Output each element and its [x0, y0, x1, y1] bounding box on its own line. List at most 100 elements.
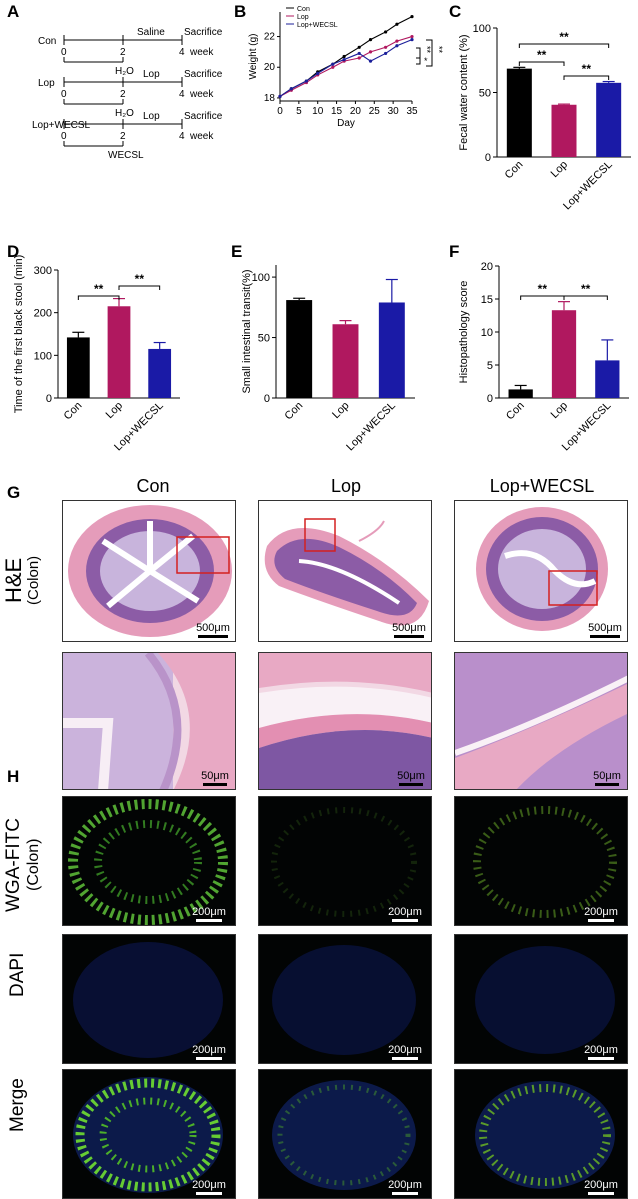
bar	[506, 68, 532, 157]
y-tick-label: 200	[34, 308, 52, 320]
timeline-lop-wecsl: Lop+WECSL Lop Sacrifice 0 2 4 week WECSL	[32, 111, 223, 161]
timeline-group-name: Con	[38, 36, 56, 47]
significance-label: **	[422, 46, 432, 54]
scale-bar: 200μm	[581, 1179, 621, 1195]
x-tick-label: Lop	[330, 400, 351, 421]
significance-bracket	[118, 285, 161, 290]
data-point	[384, 30, 388, 34]
he-zoom-con-image	[63, 653, 235, 789]
bar	[508, 389, 533, 398]
y-tick-label: 18	[264, 93, 276, 104]
timeline-water: H₂O	[115, 108, 134, 119]
scale-bar: 200μm	[385, 1044, 425, 1060]
merge-lop: 200μm	[258, 1069, 432, 1199]
y-tick-label: 0	[485, 152, 491, 164]
data-point	[368, 50, 373, 54]
data-point	[395, 22, 399, 26]
he-section-lop-image	[264, 518, 429, 626]
x-tick-label: Con	[503, 159, 526, 182]
timeline-treatment: Lop	[143, 111, 160, 122]
chart-body-weight: 0 5 10 15 20 25 30 35 18 20 22 Day Weight (g) ConLopL…	[248, 6, 444, 129]
bar	[551, 310, 577, 398]
y-tick-label: 10	[481, 327, 493, 339]
tick: 2	[120, 47, 126, 58]
panel-label-g: G	[7, 483, 21, 502]
x-tick-label: Con	[504, 400, 527, 423]
y-tick-label: 50	[258, 333, 270, 345]
x-tick-label: Con	[62, 400, 85, 423]
data-point	[357, 45, 361, 49]
timeline-lop: Lop Lop Sacrifice 0 2 4 week H₂O	[38, 69, 223, 119]
y-tick-label: 0	[487, 393, 493, 405]
he-zoom-con: 50μm	[62, 652, 236, 790]
he-section-lop-wecsl-image	[476, 507, 608, 631]
panel-a-timeline: Con Saline Sacrifice 0 2 4 week H₂O Lop …	[32, 27, 223, 161]
scale-bar: 500μm	[195, 622, 231, 638]
significance-label: **	[537, 48, 547, 62]
dapi-lop: 200μm	[258, 934, 432, 1064]
series-line	[279, 36, 413, 97]
y-tick-label: 100	[473, 23, 491, 35]
significance-bracket	[426, 39, 433, 67]
timeline-sacrifice: Sacrifice	[184, 111, 223, 122]
row-label-main: DAPI	[7, 952, 28, 998]
x-axis-label: Day	[337, 118, 355, 129]
row-label-dapi: DAPI	[7, 930, 28, 1020]
significance-bracket	[518, 43, 610, 48]
significance-bracket	[416, 57, 421, 65]
y-tick-label: 5	[487, 360, 493, 372]
wga-lop: 200μm	[258, 796, 432, 926]
panel-label-a: A	[7, 2, 20, 21]
timeline-sacrifice: Sacrifice	[184, 69, 223, 80]
scale-bar: 50μm	[199, 770, 231, 786]
he-section-con-image	[68, 505, 232, 637]
bar	[286, 300, 313, 398]
scale-bar: 200μm	[581, 1044, 621, 1060]
significance-label: **	[434, 46, 444, 54]
row-label-main: H&E	[1, 557, 26, 603]
bar	[596, 82, 622, 157]
he-overview-lop: 500μm	[258, 500, 432, 642]
x-tick-label: 0	[277, 106, 283, 117]
x-tick-label: 20	[350, 106, 362, 117]
series-line	[279, 39, 413, 97]
significance-label: **	[559, 30, 569, 44]
y-tick-label: 0	[264, 393, 270, 405]
data-point	[384, 51, 388, 56]
tick: 2	[120, 131, 126, 142]
wga-con: 200μm	[62, 796, 236, 926]
bar	[148, 348, 172, 398]
he-overview-con: 500μm	[62, 500, 236, 642]
data-point	[395, 39, 399, 43]
data-point	[368, 38, 373, 42]
data-point	[331, 62, 335, 66]
scale-bar: 200μm	[385, 906, 425, 922]
data-point	[316, 71, 320, 75]
x-tick-label: 30	[388, 106, 400, 117]
y-axis-label: Small intestinal transit(%)	[241, 269, 253, 393]
scale-bar: 50μm	[395, 770, 427, 786]
y-axis-label: Histopathology score	[458, 281, 470, 384]
bar	[332, 324, 359, 398]
zoom-box	[304, 518, 336, 552]
legend-label: Lop	[297, 14, 309, 21]
x-tick-label: Con	[283, 400, 306, 423]
row-label-main: Merge	[7, 1078, 28, 1132]
he-zoom-lop-wecsl: 50μm	[454, 652, 628, 790]
timeline-wecsl: WECSL	[108, 150, 144, 161]
scale-bar: 200μm	[189, 1044, 229, 1060]
panel-label-e: E	[231, 242, 243, 261]
data-point	[304, 79, 308, 83]
unit: week	[189, 131, 214, 142]
x-tick-label: Lop	[104, 400, 125, 421]
timeline-con: Con Saline Sacrifice 0 2 4 week H₂O	[38, 27, 223, 77]
significance-bracket	[416, 47, 421, 59]
data-point	[410, 34, 414, 39]
bar	[66, 337, 90, 398]
zoom-box	[176, 536, 230, 574]
x-tick-label: Lop+WECSL	[344, 400, 398, 454]
